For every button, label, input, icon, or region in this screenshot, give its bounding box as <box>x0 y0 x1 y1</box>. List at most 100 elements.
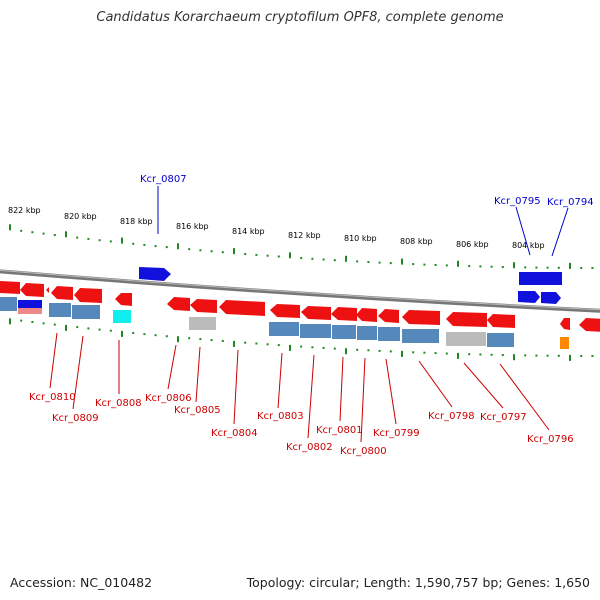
feature-bar <box>49 303 71 317</box>
minor-tick <box>423 263 426 266</box>
label-Kcr_0796[interactable]: Kcr_0796 <box>527 434 574 445</box>
gene-Kcr_0795b[interactable] <box>518 291 540 303</box>
minor-tick <box>154 245 157 248</box>
label-Kcr_0804[interactable]: Kcr_0804 <box>211 428 258 439</box>
minor-tick <box>277 344 280 347</box>
major-tick <box>121 237 123 244</box>
gene-Kcr_0796[interactable] <box>487 314 515 328</box>
gene-Kcr_0803[interactable] <box>270 304 300 318</box>
minor-tick <box>188 337 191 340</box>
minor-tick <box>165 335 168 338</box>
minor-tick <box>300 345 303 348</box>
gene-right-2[interactable] <box>579 318 600 332</box>
minor-tick <box>266 254 269 257</box>
major-tick <box>177 336 179 343</box>
minor-tick <box>445 264 448 267</box>
major-tick <box>65 324 67 331</box>
label-Kcr_0809[interactable]: Kcr_0809 <box>52 413 99 424</box>
minor-tick <box>591 267 594 269</box>
feature-bar <box>332 325 356 339</box>
minor-tick <box>154 334 157 337</box>
label-Kcr_0803[interactable]: Kcr_0803 <box>257 411 304 422</box>
feature-bar <box>0 297 17 311</box>
feature-bar <box>357 326 377 340</box>
major-tick <box>569 262 571 269</box>
minor-tick <box>87 237 90 240</box>
label-Kcr_0801[interactable]: Kcr_0801 <box>316 425 363 436</box>
label-Kcr_0797[interactable]: Kcr_0797 <box>480 412 527 423</box>
minor-tick <box>356 348 359 351</box>
scale-label-804: 804 kbp <box>512 241 545 250</box>
minor-tick <box>434 264 437 266</box>
gene-right-1[interactable] <box>560 318 570 330</box>
gene-Kcr_0809[interactable] <box>74 288 102 303</box>
label-Kcr_0798[interactable]: Kcr_0798 <box>428 411 475 422</box>
gene-Kcr_0798[interactable] <box>402 310 440 325</box>
gene-Kcr_0795[interactable] <box>519 272 562 285</box>
label-Kcr_0802[interactable]: Kcr_0802 <box>286 442 333 453</box>
feature-bar <box>18 308 42 314</box>
major-tick <box>233 340 235 347</box>
label-Kcr_0808[interactable]: Kcr_0808 <box>95 398 142 409</box>
gene-left-3[interactable] <box>46 287 49 293</box>
minor-tick <box>490 353 493 356</box>
minor-tick <box>221 340 224 342</box>
minor-tick <box>53 323 56 326</box>
genome-summary-text: Topology: circular; Length: 1,590,757 bp… <box>246 575 590 590</box>
gene-Kcr_0799[interactable] <box>378 309 399 323</box>
major-tick <box>345 255 347 262</box>
gene-Kcr_0801[interactable] <box>331 307 357 321</box>
label-Kcr_0794[interactable]: Kcr_0794 <box>547 197 594 208</box>
rna-orange[interactable] <box>560 337 569 349</box>
feature-bar <box>269 322 299 336</box>
major-tick <box>401 350 403 357</box>
label-Kcr_0799[interactable]: Kcr_0799 <box>373 428 420 439</box>
minor-tick <box>255 342 258 345</box>
gene-Kcr_0804[interactable] <box>219 300 265 316</box>
scale-label-820: 820 kbp <box>64 212 97 221</box>
gene-Kcr_0810[interactable] <box>51 286 73 300</box>
gene-Kcr_0802[interactable] <box>301 306 331 320</box>
label-Kcr_0795[interactable]: Kcr_0795 <box>494 196 541 207</box>
minor-tick <box>546 266 549 269</box>
minor-tick <box>210 250 213 253</box>
gene-Kcr_0808[interactable] <box>115 293 132 306</box>
minor-tick <box>333 259 336 262</box>
minor-tick <box>546 354 549 357</box>
minor-tick <box>42 322 45 325</box>
gene-left-1[interactable] <box>0 281 20 294</box>
gene-Kcr_0797[interactable] <box>446 312 487 327</box>
label-Kcr_0800[interactable]: Kcr_0800 <box>340 446 387 457</box>
gene-Kcr_0794[interactable] <box>541 292 561 304</box>
minor-tick <box>389 262 392 265</box>
minor-tick <box>378 261 381 264</box>
major-tick <box>121 330 123 337</box>
label-Kcr_0807[interactable]: Kcr_0807 <box>140 174 187 185</box>
gene-left-2[interactable] <box>20 283 44 297</box>
gene-Kcr_0807[interactable] <box>139 267 171 281</box>
gene-Kcr_0800[interactable] <box>356 308 377 322</box>
minor-tick <box>524 354 527 357</box>
feature-bar <box>300 324 331 338</box>
minor-tick <box>367 349 370 352</box>
gene-Kcr_0805[interactable] <box>190 299 217 313</box>
label-Kcr_0805[interactable]: Kcr_0805 <box>174 405 221 416</box>
scale-label-822: 822 kbp <box>8 206 41 215</box>
label-Kcr_0810[interactable]: Kcr_0810 <box>29 392 76 403</box>
feature-bar <box>487 333 514 347</box>
scale-label-816: 816 kbp <box>176 222 209 231</box>
label-Kcr_0806[interactable]: Kcr_0806 <box>145 393 192 404</box>
major-tick <box>65 231 67 238</box>
major-tick <box>289 252 291 259</box>
minor-tick <box>20 229 23 232</box>
gene-Kcr_0806[interactable] <box>167 297 190 311</box>
major-tick <box>457 260 459 267</box>
minor-tick <box>468 353 471 356</box>
minor-tick <box>199 338 202 341</box>
minus-gene-labels: Kcr_0810 Kcr_0809 Kcr_0808 Kcr_0806 Kcr_… <box>29 332 574 457</box>
minor-tick <box>210 339 213 342</box>
rna-Kcr_0808[interactable] <box>113 310 131 323</box>
outer-scale-ticks <box>9 224 594 269</box>
inner-scale-ticks <box>9 318 594 361</box>
